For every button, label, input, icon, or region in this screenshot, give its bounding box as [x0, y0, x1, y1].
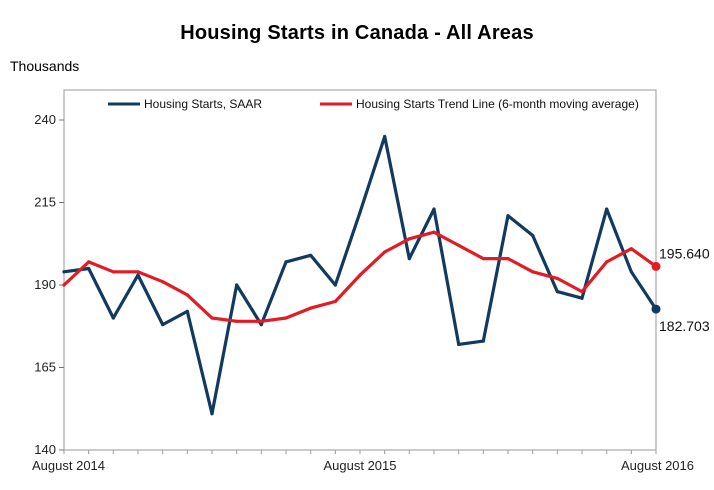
data-point [407, 257, 411, 261]
data-point [161, 280, 165, 284]
y-tick-label: 190 [34, 277, 56, 292]
data-point [531, 233, 535, 238]
data-point [432, 230, 436, 234]
data-point [87, 260, 91, 264]
data-point [555, 290, 559, 294]
y-tick-label: 165 [34, 360, 56, 375]
x-tick-label: August 2016 [621, 458, 694, 473]
end-value-label: 182.703 [659, 318, 710, 334]
trend-line-series [62, 230, 658, 323]
end-marker [651, 261, 661, 271]
x-tick-label: August 2014 [32, 458, 105, 473]
data-point [259, 323, 263, 327]
data-point [111, 270, 115, 274]
plot-frame [63, 89, 657, 451]
data-point [309, 306, 313, 310]
legend-label: Housing Starts, SAAR [144, 97, 262, 111]
data-point [481, 257, 485, 261]
data-point [185, 309, 189, 313]
data-point [87, 266, 91, 271]
x-tick-label: August 2015 [323, 458, 396, 473]
data-point [407, 237, 411, 241]
data-point [506, 214, 510, 218]
y-tick-label: 240 [34, 112, 56, 127]
data-point [62, 283, 66, 287]
data-point [531, 270, 535, 274]
end-value-label: 195.640 [659, 245, 710, 261]
data-point [358, 210, 362, 214]
data-point [333, 283, 337, 287]
data-point [210, 412, 214, 416]
data-point [580, 296, 584, 300]
data-point [333, 299, 337, 304]
y-axis-unit-label: Thousands [10, 58, 80, 74]
data-point [457, 243, 461, 247]
data-point [284, 260, 288, 264]
data-point [259, 319, 263, 323]
data-point [580, 290, 584, 294]
data-point [506, 257, 510, 261]
legend-label: Housing Starts Trend Line (6-month movin… [356, 97, 639, 111]
data-point [555, 276, 559, 280]
data-point [62, 270, 66, 274]
data-point [383, 250, 387, 254]
data-point [235, 283, 239, 287]
legend: Housing Starts, SAAR Housing Starts Trend… [108, 97, 639, 111]
data-point [383, 134, 387, 139]
data-point [185, 293, 189, 297]
chart-title: Housing Starts in Canada - All Areas [180, 22, 534, 44]
data-point [629, 270, 633, 274]
data-point [358, 273, 362, 277]
data-point [432, 207, 436, 211]
y-tick-label: 140 [34, 442, 56, 457]
data-point [284, 316, 288, 320]
data-point [161, 323, 165, 327]
data-point [629, 247, 633, 251]
data-point [457, 342, 461, 346]
data-point [111, 316, 115, 320]
data-point [605, 207, 609, 211]
data-point [481, 339, 485, 343]
data-point [309, 253, 313, 257]
data-point [210, 316, 214, 320]
data-point [235, 319, 239, 323]
end-marker [651, 304, 661, 314]
data-point [605, 260, 609, 264]
y-tick-label: 215 [34, 195, 56, 210]
data-point [136, 270, 140, 274]
data-point [136, 273, 140, 277]
